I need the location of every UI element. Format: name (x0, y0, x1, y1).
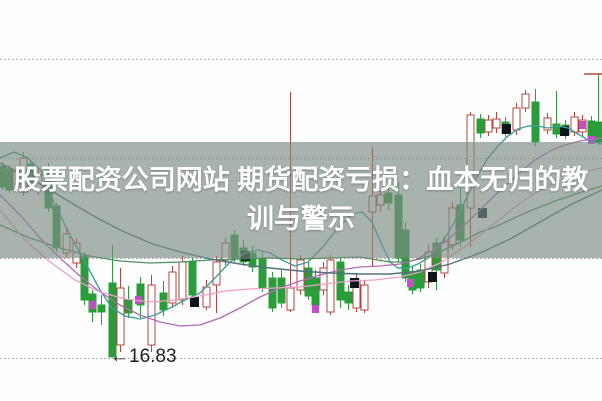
candle-down (476, 118, 485, 134)
candle-down (344, 291, 353, 304)
signal-marker-dark (350, 278, 359, 288)
signal-marker-dark (428, 272, 437, 282)
candle-down (277, 277, 286, 304)
candle-up (360, 284, 369, 311)
candle-down (108, 282, 117, 358)
signal-marker-dark (502, 124, 511, 134)
signal-marker-purple (407, 279, 414, 287)
signal-marker-dark (190, 297, 199, 307)
candle-up (296, 259, 305, 291)
candle-down (136, 283, 145, 306)
candle-down (587, 120, 596, 139)
candle-up (116, 287, 125, 346)
title-line-1: 股票配资公司网站 期货配资亏损：血本无归的教 (13, 165, 589, 195)
signal-marker-purple (579, 121, 586, 129)
signal-marker-purple (312, 305, 319, 313)
candle-down (336, 261, 345, 301)
candle-up (543, 117, 552, 131)
candle-down (97, 304, 106, 313)
candle-up (521, 93, 530, 109)
title-line-2: 训与警示 (247, 204, 355, 234)
candle-up (512, 107, 521, 131)
title-banner: 股票配资公司网站 期货配资亏损：血本无归的教 训与警示 (0, 142, 602, 258)
candle-up (168, 271, 177, 304)
signal-marker-dark (560, 126, 569, 136)
signal-marker-purple (89, 301, 96, 309)
low-price-annotation: ←16.83 (110, 346, 177, 367)
candle-down (188, 261, 197, 296)
candle-down (258, 257, 267, 289)
candle-up (484, 119, 493, 133)
candle-down (311, 277, 320, 306)
candle-down (416, 269, 425, 289)
candle-up (492, 118, 501, 129)
candle-down (531, 101, 540, 143)
candle-up (319, 267, 328, 291)
candle-up (202, 286, 211, 308)
candle-up (178, 261, 187, 301)
candle-up (326, 259, 335, 313)
candle-up (286, 287, 295, 311)
